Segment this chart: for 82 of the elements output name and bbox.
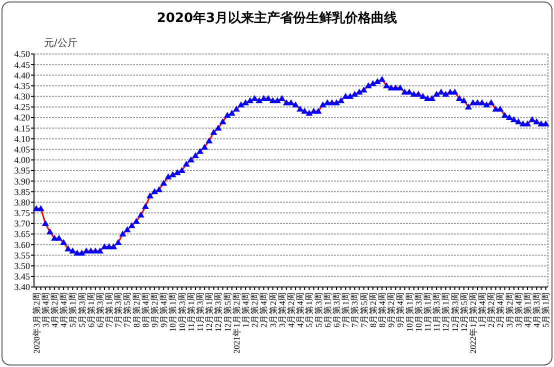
chart-title: 2020年3月以来主产省份生鲜乳价格曲线 (156, 10, 398, 26)
y-tick-label: 3.65 (14, 229, 30, 240)
y-tick-label: 4.20 (14, 112, 30, 123)
x-tick-label: 5月第1周 (68, 292, 78, 328)
y-tick-label: 4.00 (14, 155, 30, 166)
x-tick-label: 2022年1月第2周 (468, 292, 478, 354)
x-tick-label: 3月第4周 (276, 292, 287, 328)
x-tick-label: 4月第3周 (532, 292, 542, 328)
x-tick-label: 7月第1周 (104, 292, 114, 328)
y-tick-label: 4.05 (14, 144, 30, 155)
x-tick-label: 12月第3周 (213, 292, 224, 332)
x-tick-label: 10月第1周 (404, 292, 414, 332)
x-tick-label: 12月第5周 (458, 292, 469, 332)
y-tick-label: 4.50 (14, 49, 30, 60)
x-tick-label: 10月第1周 (168, 292, 178, 332)
x-tick-label: 5月第3周 (313, 292, 324, 328)
x-tick-label: 12月第5周 (222, 292, 232, 332)
x-tick-label: 11月第3周 (195, 292, 206, 332)
x-tick-label: 3月第2周 (268, 292, 278, 328)
x-tick-label: 7月第5周 (358, 292, 369, 328)
y-tick-label: 4.40 (14, 70, 30, 80)
x-tick-label: 11月第1周 (422, 292, 432, 332)
y-tick-label: 3.45 (14, 272, 30, 282)
x-tick-label: 4月第2周 (286, 292, 296, 328)
x-tick-label: 4月第2周 (49, 292, 60, 328)
x-tick-label: 6月第1周 (86, 292, 96, 328)
y-tick-label: 3.90 (14, 176, 30, 186)
x-tick-label: 4月第4周 (58, 292, 69, 328)
x-tick-label: 2021年1月第2周 (231, 292, 242, 354)
x-tick-label: 10月第3周 (176, 292, 187, 332)
y-tick-label: 4.15 (14, 123, 30, 134)
x-tick-label: 5月第1周 (304, 292, 314, 328)
y-tick-label: 4.10 (14, 134, 30, 144)
x-tick-label: 1月第4周 (477, 292, 488, 328)
x-tick-label: 3月第2周 (504, 292, 514, 328)
x-tick-label: 9月第4周 (158, 292, 169, 328)
y-tick-label: 3.75 (14, 208, 30, 218)
y-tick-label: 3.50 (14, 261, 30, 272)
y-tick-label: 3.95 (14, 166, 30, 176)
x-tick-label: 12月第1周 (204, 292, 214, 332)
y-tick-label: 4.25 (14, 102, 30, 112)
x-tick-label: 7月第1周 (340, 292, 351, 328)
x-tick-label: 8月第4周 (140, 292, 150, 328)
y-tick-label: 4.35 (14, 80, 30, 91)
x-tick-label: 8月第2周 (368, 292, 378, 328)
y-tick-label: 4.45 (14, 60, 30, 70)
y-tick-label: 3.70 (14, 218, 30, 229)
x-tick-label: 6月第3周 (94, 292, 105, 328)
x-tick-label: 12月第3周 (450, 292, 460, 332)
x-tick-label: 2020年3月第2周 (31, 292, 42, 354)
x-tick-label: 5月第3周 (76, 292, 87, 328)
x-tick-label: 5月第1周 (540, 292, 551, 328)
x-tick-label: 9月第2周 (150, 292, 160, 328)
y-tick-label: 4.30 (14, 92, 30, 102)
x-tick-label: 6月第3周 (331, 292, 342, 328)
y-tick-label: 3.55 (14, 250, 30, 260)
x-tick-label: 11月第1周 (186, 292, 196, 332)
x-tick-label: 8月第2周 (131, 292, 142, 328)
x-tick-label: 7月第3周 (350, 292, 360, 328)
x-tick-label: 4月第4周 (295, 292, 306, 328)
x-tick-label: 11月第3周 (432, 292, 442, 332)
y-tick-label: 3.80 (14, 197, 30, 208)
x-tick-label: 7月第5周 (122, 292, 132, 328)
y-axis-title: 元/公斤 (44, 37, 78, 49)
x-tick-label: 9月第4周 (395, 292, 406, 328)
x-tick-label: 2月第4周 (258, 292, 269, 328)
x-tick-label: 2月第2周 (486, 292, 496, 328)
x-tick-label: 6月第1周 (322, 292, 332, 328)
x-tick-label: 4月第1周 (522, 292, 533, 328)
x-tick-label: 3月第4周 (40, 292, 50, 328)
x-tick-label: 9月第2周 (386, 292, 396, 328)
x-tick-label: 2月第4周 (495, 292, 506, 328)
x-tick-label: 7月第3周 (113, 292, 124, 328)
x-tick-label: 2月第2周 (250, 292, 260, 328)
x-tick-label: 3月第4周 (513, 292, 524, 328)
x-tick-label: 1月第4周 (240, 292, 251, 328)
x-tick-label: 8月第4周 (376, 292, 387, 328)
y-tick-label: 3.60 (14, 240, 30, 250)
x-tick-label: 10月第3周 (413, 292, 424, 332)
y-tick-label: 3.40 (14, 282, 30, 292)
x-tick-label: 12月第1周 (440, 292, 451, 332)
y-tick-label: 3.85 (14, 186, 30, 197)
